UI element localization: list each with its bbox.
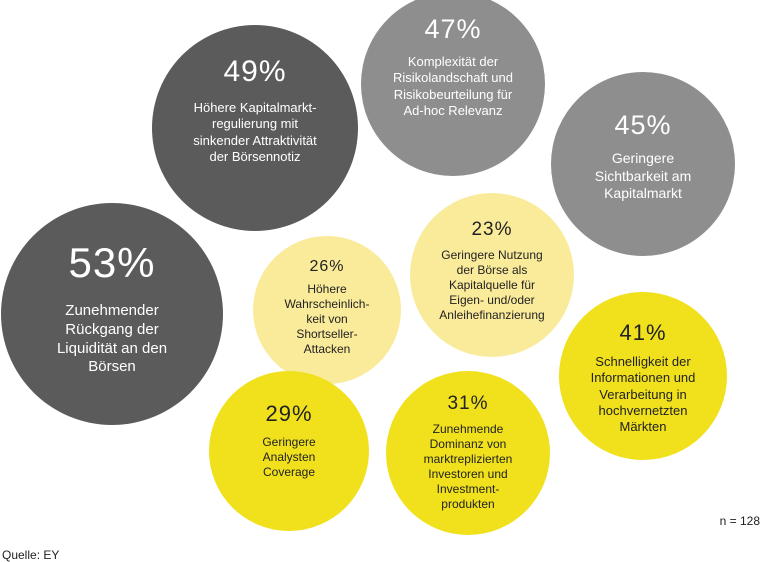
bubble-exchange-usage: 23% Geringere Nutzung der Börse als Kapi… <box>410 193 574 357</box>
source-note: Quelle: EY <box>2 548 60 562</box>
bubble-capital-market-regulation: 49% Höhere Kapitalmarkt- regulierung mit… <box>152 25 358 231</box>
bubble-percentage: 29% <box>265 401 313 426</box>
bubble-shortseller-attacks: 26% Höhere Wahrscheinlich- keit von Shor… <box>253 236 401 384</box>
bubble-percentage: 45% <box>614 110 672 140</box>
bubble-label: Zunehmende Dominanz von marktreplizierte… <box>423 422 513 511</box>
bubble-information-speed: 41% Schnelligkeit der Informationen und … <box>559 292 727 460</box>
bubble-visibility: 45% Geringere Sichtbarkeit am Kapitalmar… <box>551 72 735 256</box>
bubble-percentage: 49% <box>223 55 287 88</box>
bubble-passive-investors: 31% Zunehmende Dominanz von marktreplizi… <box>386 371 550 535</box>
bubble-label: Komplexität der Risikolandschaft und Ris… <box>393 54 513 118</box>
bubble-risk-complexity: 47% Komplexität der Risikolandschaft und… <box>361 0 545 176</box>
bubble-percentage: 53% <box>68 239 156 286</box>
bubble-percentage: 47% <box>424 14 482 44</box>
bubble-liquidity-decline: 53% Zunehmender Rückgang der Liquidität … <box>1 203 223 425</box>
bubble-label: Schnelligkeit der Informationen und Vera… <box>590 354 696 434</box>
bubble-label: Geringere Sichtbarkeit am Kapitalmarkt <box>594 150 692 201</box>
bubble-label: Höhere Kapitalmarkt- regulierung mit sin… <box>193 100 317 164</box>
sample-size-note: n = 128 <box>719 514 760 528</box>
bubble-percentage: 41% <box>619 320 667 345</box>
bubble-label: Höhere Wahrscheinlich- keit von Shortsel… <box>284 282 370 356</box>
bubble-label: Zunehmender Rückgang der Liquidität an d… <box>56 302 168 376</box>
bubble-percentage: 26% <box>309 258 345 275</box>
bubble-label: Geringere Analysten Coverage <box>262 435 316 479</box>
bubble-analyst-coverage: 29% Geringere Analysten Coverage <box>209 371 369 531</box>
bubble-label: Geringere Nutzung der Börse als Kapitalq… <box>439 248 545 322</box>
bubble-percentage: 23% <box>471 219 513 240</box>
bubble-percentage: 31% <box>447 393 489 414</box>
